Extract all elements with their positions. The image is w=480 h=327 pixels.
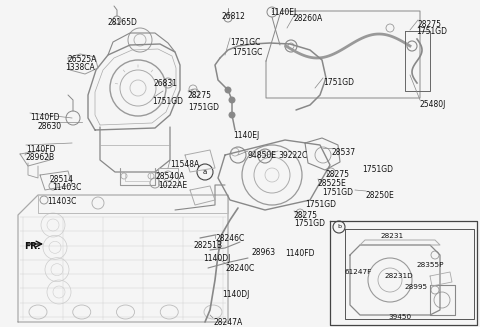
Text: 1751GD: 1751GD bbox=[362, 165, 393, 174]
Text: 28251B: 28251B bbox=[194, 241, 223, 250]
Text: 94850E: 94850E bbox=[248, 151, 277, 160]
Text: 28165D: 28165D bbox=[107, 18, 137, 27]
Text: 1022AE: 1022AE bbox=[158, 181, 187, 190]
Text: 39450: 39450 bbox=[388, 314, 411, 320]
Text: 28962B: 28962B bbox=[26, 153, 55, 162]
Text: 25480J: 25480J bbox=[420, 100, 446, 109]
Text: 28630: 28630 bbox=[38, 122, 62, 131]
Text: 1751GD: 1751GD bbox=[152, 97, 183, 106]
Text: 26812: 26812 bbox=[222, 12, 246, 21]
Text: 1751GD: 1751GD bbox=[188, 103, 219, 112]
Text: 28275: 28275 bbox=[326, 170, 350, 179]
Text: 26831: 26831 bbox=[154, 79, 178, 88]
Text: 28525E: 28525E bbox=[318, 179, 347, 188]
Text: 1751GD: 1751GD bbox=[305, 200, 336, 209]
Text: 28275: 28275 bbox=[418, 20, 442, 29]
Text: b: b bbox=[337, 225, 341, 230]
Text: 1751GC: 1751GC bbox=[232, 48, 263, 57]
Text: FR.: FR. bbox=[24, 242, 40, 251]
Text: 28514: 28514 bbox=[50, 175, 74, 184]
Text: 11403C: 11403C bbox=[47, 197, 76, 206]
Text: 1140EJ: 1140EJ bbox=[233, 131, 259, 140]
Text: 28231D: 28231D bbox=[384, 273, 413, 279]
Text: 1140FD: 1140FD bbox=[285, 249, 314, 258]
Text: 28355P: 28355P bbox=[416, 262, 444, 268]
Circle shape bbox=[229, 97, 235, 103]
Text: 1140DJ: 1140DJ bbox=[222, 290, 250, 299]
Text: 1751GC: 1751GC bbox=[230, 38, 260, 47]
Text: 28537: 28537 bbox=[332, 148, 356, 157]
Text: 61247F: 61247F bbox=[344, 269, 372, 275]
Text: 28275: 28275 bbox=[294, 211, 318, 220]
Text: 1751GD: 1751GD bbox=[322, 188, 353, 197]
Circle shape bbox=[225, 87, 231, 93]
Text: 1751GD: 1751GD bbox=[323, 78, 354, 87]
Text: 1140FD: 1140FD bbox=[30, 113, 60, 122]
Text: 11548A: 11548A bbox=[170, 160, 199, 169]
Text: 39222C: 39222C bbox=[278, 151, 307, 160]
Text: 1751GD: 1751GD bbox=[294, 219, 325, 228]
Text: 28995: 28995 bbox=[405, 284, 428, 290]
Circle shape bbox=[229, 112, 235, 118]
Text: 28963: 28963 bbox=[252, 248, 276, 257]
Text: 28540A: 28540A bbox=[155, 172, 184, 181]
Text: 1140DJ: 1140DJ bbox=[203, 254, 230, 263]
Text: 28275: 28275 bbox=[188, 91, 212, 100]
Text: 26525A: 26525A bbox=[68, 55, 97, 64]
Text: 28247A: 28247A bbox=[213, 318, 242, 327]
Text: 28260A: 28260A bbox=[293, 14, 322, 23]
Text: 1140EJ: 1140EJ bbox=[270, 8, 296, 17]
Text: 1140FD: 1140FD bbox=[26, 145, 56, 154]
Text: 11403C: 11403C bbox=[52, 183, 82, 192]
Text: 1338CA: 1338CA bbox=[65, 63, 95, 72]
Text: 28246C: 28246C bbox=[215, 234, 244, 243]
Text: 28240C: 28240C bbox=[226, 264, 255, 273]
Text: 28250E: 28250E bbox=[366, 191, 395, 200]
Text: a: a bbox=[203, 169, 207, 175]
Text: 1751GD: 1751GD bbox=[416, 27, 447, 36]
Text: 28231: 28231 bbox=[381, 233, 404, 239]
